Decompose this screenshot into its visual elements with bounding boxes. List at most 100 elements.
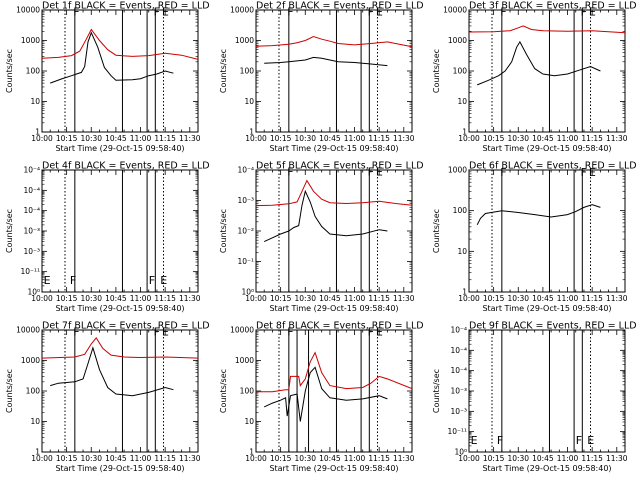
x-tick-label: 10:45: [319, 294, 341, 303]
flag-label: F: [287, 165, 293, 178]
x-tick-label: 10:45: [105, 134, 127, 143]
x-tick-label: 10:30: [80, 134, 102, 143]
y-tick-label: 1: [462, 128, 467, 137]
panel-title: Det 8f BLACK = Events, RED = LLD: [256, 321, 424, 332]
y-tick-label: 1: [249, 128, 254, 137]
x-tick-label: 10:00: [245, 294, 267, 303]
y-tick-label: 10000: [443, 6, 467, 15]
flag-label: F: [576, 434, 582, 447]
events-series-line: [50, 31, 174, 84]
x-tick-label: 11:15: [581, 134, 603, 143]
flag-label: E: [587, 434, 594, 447]
x-tick-label: 10:30: [294, 134, 316, 143]
flag-label: E: [160, 274, 167, 287]
x-tick-label: 11:15: [154, 134, 176, 143]
panel-title: Det 1f BLACK = Events, RED = LLD: [42, 1, 210, 12]
flag-label: E: [471, 434, 478, 447]
flag-label: E: [589, 166, 596, 179]
events-series-line: [263, 366, 388, 422]
y-tick-label: 10⁻³: [23, 247, 40, 256]
x-tick-label: 11:00: [344, 294, 366, 303]
y-tick-label: 10⁻³: [237, 196, 254, 205]
x-tick-label: 10:30: [507, 294, 529, 303]
x-tick-label: 10:30: [507, 454, 529, 463]
x-axis-label: Start Time (29-Oct-15 09:58:40): [269, 144, 398, 153]
x-tick-label: 10:15: [483, 134, 505, 143]
panel-det-5: Det 5f BLACK = Events, RED = LLD 10:00 10:…: [219, 161, 424, 314]
x-axis-label: Start Time (29-Oct-15 09:58:40): [482, 304, 611, 313]
y-tick-label: 10⁻³: [450, 387, 467, 396]
x-tick-label: 11:30: [606, 454, 628, 463]
panel-title: Det 4f BLACK = Events, RED = LLD: [42, 161, 210, 172]
x-tick-label: 10:15: [483, 294, 505, 303]
events-series-line: [477, 40, 601, 86]
panel-title: Det 5f BLACK = Events, RED = LLD: [256, 161, 424, 172]
y-tick-label: 100: [453, 67, 468, 76]
y-axis-label: Counts/sec: [432, 49, 441, 93]
flag-label: F: [581, 5, 587, 18]
x-tick-label: 10:00: [31, 454, 53, 463]
lld-series-line: [256, 351, 413, 393]
x-tick-label: 11:30: [393, 134, 415, 143]
x-tick-label: 10:30: [294, 454, 316, 463]
x-axis-label: Start Time (29-Oct-15 09:58:40): [269, 464, 398, 473]
x-tick-label: 10:45: [319, 454, 341, 463]
y-tick-label: 10⁻³: [450, 407, 467, 416]
x-axis-label: Start Time (29-Oct-15 09:58:40): [55, 464, 184, 473]
flag-label: F: [497, 434, 503, 447]
x-tick-label: 11:00: [557, 454, 579, 463]
x-tick-label: 10:45: [105, 294, 127, 303]
y-tick-label: 10: [244, 97, 254, 106]
y-tick-label: 10: [457, 247, 467, 256]
y-tick-label: 10000: [16, 326, 40, 335]
flag-label: F: [154, 325, 160, 338]
x-tick-label: 10:00: [458, 454, 480, 463]
y-tick-label: 10⁰: [27, 288, 40, 297]
y-tick-label: 10⁻⁴: [23, 186, 40, 195]
x-tick-label: 11:15: [154, 294, 176, 303]
flag-label: F: [73, 5, 79, 18]
x-tick-label: 10:45: [532, 454, 554, 463]
plot-frame: [468, 169, 626, 293]
flag-label: F: [500, 5, 506, 18]
y-axis-label: Counts/sec: [5, 209, 14, 253]
flag-label: F: [287, 5, 293, 18]
flag-label: E: [44, 274, 51, 287]
flag-label: F: [70, 274, 76, 287]
x-tick-label: 11:15: [154, 454, 176, 463]
x-tick-label: 11:00: [557, 294, 579, 303]
x-tick-label: 11:00: [557, 134, 579, 143]
x-axis-label: Start Time (29-Oct-15 09:58:40): [482, 144, 611, 153]
flag-label: E: [376, 325, 383, 338]
y-tick-label: 10: [244, 417, 254, 426]
flag-label: E: [162, 5, 169, 18]
y-axis-label: Counts/sec: [219, 369, 228, 413]
x-tick-label: 11:30: [393, 454, 415, 463]
flag-label: F: [581, 166, 587, 179]
x-tick-label: 10:15: [56, 454, 78, 463]
lld-series-line: [255, 179, 413, 207]
y-tick-label: 10⁻²: [237, 227, 254, 236]
y-tick-label: 10⁻⁴: [450, 366, 467, 375]
y-axis-label: Counts/sec: [219, 209, 228, 253]
x-tick-label: 10:30: [80, 294, 102, 303]
x-tick-label: 11:00: [130, 294, 152, 303]
flag-label: F: [287, 325, 293, 338]
y-tick-label: 10⁻⁴: [450, 326, 467, 335]
lld-series-line: [41, 28, 199, 60]
y-axis-label: Counts/sec: [432, 209, 441, 253]
y-tick-label: 10⁻¹¹: [447, 427, 467, 436]
x-tick-label: 10:15: [56, 294, 78, 303]
y-axis-label: Counts/sec: [219, 49, 228, 93]
x-tick-label: 10:30: [80, 454, 102, 463]
x-tick-label: 10:15: [56, 134, 78, 143]
flag-label: F: [154, 5, 160, 18]
